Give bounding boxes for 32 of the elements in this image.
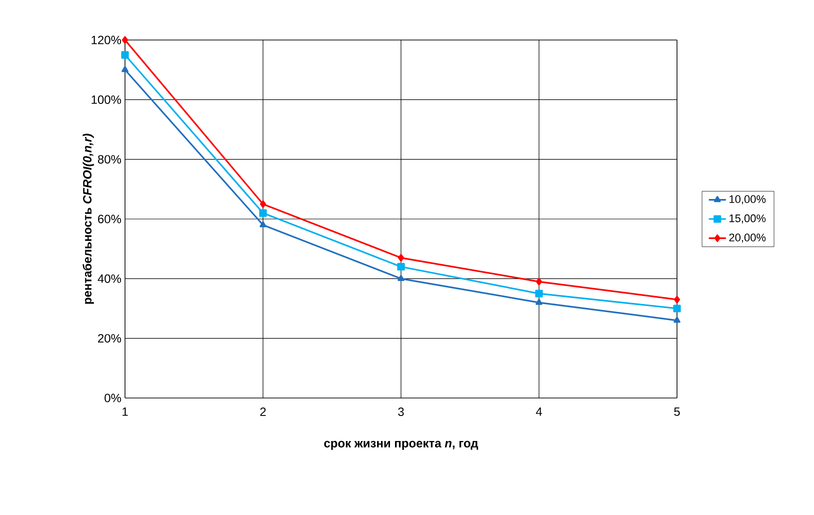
point <box>121 51 129 59</box>
point <box>122 36 128 44</box>
y-tick-label: 40% <box>98 274 122 283</box>
point <box>398 254 404 262</box>
y-tick-label: 80% <box>98 155 122 164</box>
point <box>536 298 542 305</box>
y-tick-label: 0% <box>104 394 122 402</box>
point <box>674 316 680 323</box>
y-axis-title: рентабельность CFROI(0,n,r) <box>82 134 94 304</box>
y-tick-label: 120% <box>92 36 122 44</box>
legend-label: 15,00% <box>730 214 766 224</box>
x-tick-label: 4 <box>536 408 542 416</box>
y-tick-label: 100% <box>92 95 122 104</box>
point <box>122 66 128 72</box>
x-tick-label: 1 <box>122 408 128 416</box>
legend-label: 10,00% <box>730 195 766 204</box>
point <box>397 262 405 271</box>
point <box>259 209 267 217</box>
point <box>674 296 680 304</box>
point <box>536 278 542 286</box>
x-tick-label: 3 <box>398 408 404 416</box>
point <box>398 274 404 281</box>
point <box>260 200 266 208</box>
y-tick-label: 60% <box>98 214 122 224</box>
x-tick-label: 2 <box>260 408 266 416</box>
y-tick-label: 20% <box>98 334 122 343</box>
point <box>535 290 543 298</box>
legend-label: 20,00% <box>729 234 766 243</box>
point <box>260 221 266 228</box>
x-tick-label: 5 <box>674 408 680 416</box>
x-axis-title: срок жизни проекта n, год <box>324 440 478 450</box>
point <box>673 304 681 312</box>
